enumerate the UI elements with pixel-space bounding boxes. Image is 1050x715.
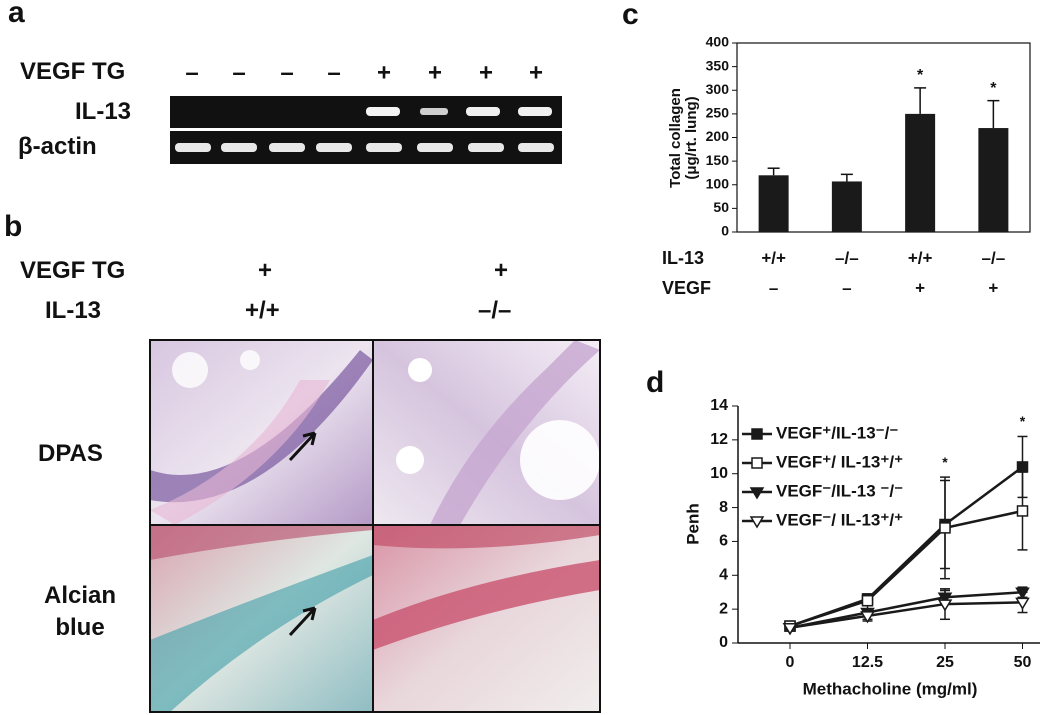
bar (905, 113, 936, 232)
legend-entry: VEGF⁺/IL-13⁻/⁻ (776, 423, 898, 442)
genotype: + (258, 257, 273, 284)
x-tick-label: 50 (1014, 654, 1032, 671)
lane-sign: – (280, 59, 293, 86)
y-tick-label: 300 (706, 81, 730, 97)
row-label: VEGF TG (20, 257, 126, 284)
x-tick-label: 12.5 (852, 654, 883, 671)
y-tick-label: 50 (713, 199, 729, 215)
y-axis-label: Penh (683, 503, 702, 545)
panel-label: a (8, 0, 25, 29)
bar (758, 175, 789, 232)
row-label: VEGF TG (20, 58, 126, 85)
legend-entry: VEGF⁻/ IL-13⁺/⁺ (776, 510, 903, 529)
x-tick-label: +/+ (908, 248, 933, 267)
y-tick-label: 400 (706, 34, 730, 50)
x-tick-label: + (988, 278, 998, 297)
data-point (1015, 597, 1030, 610)
data-point (861, 594, 874, 607)
data-point (782, 623, 798, 636)
genotype: +/+ (245, 297, 280, 324)
legend-marker (751, 457, 763, 469)
y-tick-label: 14 (710, 397, 728, 414)
y-tick-label: 4 (719, 567, 728, 584)
significance-mark: * (942, 454, 948, 470)
y-tick-label: 10 (710, 465, 728, 482)
category-row-label: VEGF (662, 278, 711, 298)
x-axis-label: Methacholine (mg/ml) (803, 679, 978, 698)
y-tick-label: 0 (721, 223, 729, 239)
lane-sign: + (529, 59, 543, 86)
y-tick-label: 350 (706, 57, 730, 73)
lane-sign: + (428, 59, 442, 86)
panel-label: c (622, 0, 639, 31)
category-row-label: IL-13 (662, 248, 704, 268)
panel-label: b (4, 210, 23, 243)
y-axis-label: Total collagen(μg/rt. lung) (667, 88, 700, 188)
y-tick-label: 12 (710, 431, 728, 448)
significance-mark: * (917, 67, 924, 84)
data-point (1016, 461, 1029, 473)
x-tick-label: –/– (982, 248, 1006, 267)
lane-sign: – (232, 59, 245, 86)
legend-entry: VEGF⁺/ IL-13⁺/⁺ (776, 452, 903, 471)
row-label: β-actin (18, 133, 97, 160)
data-point (939, 522, 951, 534)
y-axis-label-line: (μg/rt. lung) (683, 96, 700, 179)
legend-marker (749, 516, 765, 529)
series-line (789, 509, 1023, 628)
x-tick-label: –/– (835, 248, 859, 267)
x-tick-label: – (769, 278, 778, 297)
significance-mark: * (990, 80, 997, 97)
x-tick-label: + (915, 278, 925, 297)
y-tick-label: 2 (719, 600, 728, 617)
genotype: + (494, 257, 509, 284)
data-point (1016, 505, 1029, 517)
legend-marker (751, 428, 763, 440)
histology-images (149, 339, 601, 713)
panel-label: d (646, 366, 664, 399)
x-tick-label: 25 (936, 654, 954, 671)
row-label: IL-13 (75, 98, 132, 125)
data-point (937, 599, 953, 612)
bar (831, 181, 862, 232)
lane-sign: + (479, 59, 493, 86)
y-tick-label: 6 (719, 533, 728, 550)
legend-entry: VEGF⁻/IL-13 ⁻/⁻ (776, 481, 903, 500)
legend-marker (749, 487, 765, 500)
series-line (789, 590, 1023, 629)
data-point (860, 611, 875, 624)
significance-mark: * (1020, 413, 1026, 429)
stain-label: Alcian blue (43, 582, 117, 641)
gel-bands (175, 107, 554, 152)
lane-sign: + (377, 59, 391, 86)
y-tick-label: 150 (706, 152, 730, 168)
y-tick-label: 200 (706, 128, 730, 144)
y-tick-label: 100 (706, 175, 730, 191)
x-tick-label: 0 (786, 654, 795, 671)
lane-sign: – (185, 59, 198, 86)
y-axis-label-line: Total collagen (667, 88, 684, 188)
y-tick-label: 250 (706, 105, 730, 121)
x-tick-label: – (842, 278, 851, 297)
series-line (789, 601, 1023, 629)
bar (978, 128, 1009, 232)
y-tick-label: 8 (719, 499, 728, 516)
y-tick-label: 0 (719, 634, 728, 651)
stain-label: DPAS (38, 440, 103, 467)
lane-sign: – (327, 59, 340, 86)
genotype: –/– (478, 297, 512, 324)
x-tick-label: +/+ (761, 248, 786, 267)
row-label: IL-13 (45, 297, 102, 324)
